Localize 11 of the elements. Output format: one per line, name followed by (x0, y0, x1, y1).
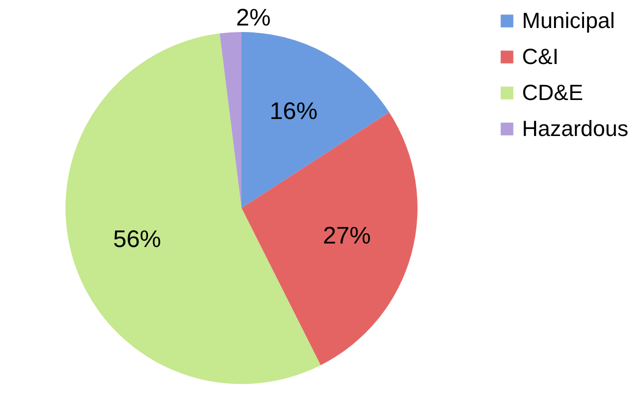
pie-slice (242, 32, 390, 208)
pie-slice (220, 32, 242, 208)
data-label: 2% (236, 4, 271, 32)
data-label: 56% (113, 226, 162, 253)
data-label: 16% (270, 98, 318, 126)
legend-label: Hazardous (522, 116, 628, 141)
data-label: 27% (322, 222, 371, 250)
pie-slice (66, 33, 321, 384)
legend-label: CD&E (522, 80, 584, 105)
legend-label: C&I (522, 44, 559, 69)
legend-label: Municipal (522, 8, 615, 33)
